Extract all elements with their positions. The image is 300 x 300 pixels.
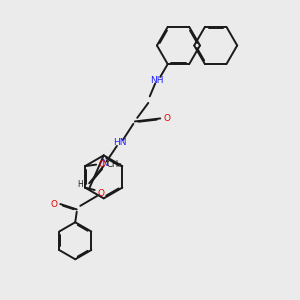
Text: O: O	[163, 114, 170, 123]
Text: O: O	[98, 160, 105, 169]
Text: NH: NH	[151, 76, 164, 85]
Text: N: N	[102, 159, 108, 168]
Text: HN: HN	[113, 138, 127, 147]
Text: H: H	[77, 180, 83, 189]
Text: O: O	[50, 200, 57, 208]
Text: O: O	[97, 188, 104, 197]
Text: CH₃: CH₃	[106, 160, 122, 169]
